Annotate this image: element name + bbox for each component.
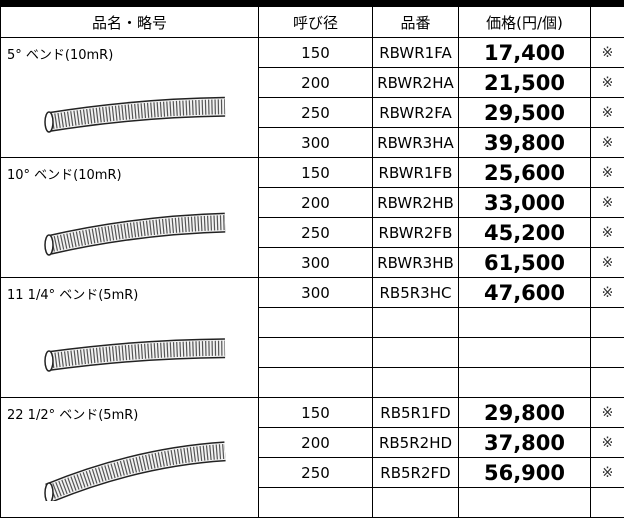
- price-cell: 47,600: [458, 277, 591, 308]
- price-cell: 61,500: [458, 247, 591, 278]
- price-cell: [458, 367, 591, 398]
- price-cell: 29,500: [458, 97, 591, 128]
- pipe-illustration: [44, 338, 226, 372]
- code-cell: RBWR2HB: [372, 187, 459, 218]
- table-row: 250 RBWR2FA 29,500 ※: [1, 97, 624, 128]
- header-cell: 品番: [372, 6, 459, 38]
- product-name-cell: 22 1/2° ベンド(5mR): [0, 397, 259, 518]
- header-row: 品名・略号 呼び径 品番 価格(円/個): [0, 6, 624, 38]
- product-name-cell: 5° ベンド(10mR): [0, 37, 259, 158]
- code-cell: [372, 307, 459, 338]
- price-cell: 25,600: [458, 157, 591, 188]
- code-cell: RB5R2FD: [372, 457, 459, 488]
- price-cell: 39,800: [458, 127, 591, 158]
- note-cell: ※: [590, 457, 624, 488]
- table-row: 11 1/4° ベンド(5mR) 300 RB5R3HC 47,600 ※: [0, 277, 624, 398]
- size-cell: [258, 307, 373, 338]
- price-cell: [458, 337, 591, 368]
- table-row: 250 RB5R2FD 56,900 ※: [1, 457, 624, 488]
- price-cell: [458, 307, 591, 338]
- code-cell: RB5R3HC: [372, 277, 459, 308]
- table-row: 300 RBWR3HB 61,500 ※: [1, 247, 624, 278]
- size-cell: [258, 337, 373, 368]
- size-cell: 150: [258, 157, 373, 188]
- note-cell: ※: [590, 157, 624, 188]
- note-cell: [590, 487, 624, 518]
- code-cell: RBWR2FA: [372, 97, 459, 128]
- code-cell: [372, 337, 459, 368]
- note-cell: ※: [590, 397, 624, 428]
- note-cell: ※: [590, 97, 624, 128]
- code-cell: RBWR2FB: [372, 217, 459, 248]
- header-cell: 呼び径: [258, 6, 373, 38]
- size-cell: 150: [258, 397, 373, 428]
- price-cell: 33,000: [458, 187, 591, 218]
- product-name-cell: 10° ベンド(10mR): [0, 157, 259, 278]
- price-cell: 17,400: [458, 37, 591, 68]
- price-cell: 56,900: [458, 457, 591, 488]
- table-row: [1, 487, 624, 518]
- table-row: [1, 307, 624, 338]
- price-cell: 21,500: [458, 67, 591, 98]
- price-cell: [458, 487, 591, 518]
- table-row: [1, 367, 624, 398]
- size-cell: 300: [258, 247, 373, 278]
- note-cell: ※: [590, 37, 624, 68]
- note-cell: ※: [590, 247, 624, 278]
- pipe-illustration: [44, 441, 226, 501]
- code-cell: [372, 487, 459, 518]
- size-cell: 200: [258, 427, 373, 458]
- size-cell: 200: [258, 187, 373, 218]
- table-row: 10° ベンド(10mR) 150 RBWR1FB 25,600 ※: [0, 157, 624, 278]
- pipe-illustration: [44, 212, 226, 256]
- note-cell: [590, 367, 624, 398]
- note-cell: ※: [590, 127, 624, 158]
- size-cell: 150: [258, 37, 373, 68]
- table-row: 22 1/2° ベンド(5mR) 150 RB5R1FD 29,800 ※: [0, 397, 624, 518]
- code-cell: RBWR3HA: [372, 127, 459, 158]
- table-row: 300 RBWR3HA 39,800 ※: [1, 127, 624, 158]
- price-table: 品名・略号 呼び径 品番 価格(円/個) 5° ベンド(10mR) 150 RBWR…: [0, 6, 624, 518]
- note-cell: ※: [590, 67, 624, 98]
- note-cell: ※: [590, 187, 624, 218]
- header-cell: [590, 6, 624, 38]
- header-cell: 品名・略号: [0, 6, 259, 38]
- size-cell: 250: [258, 457, 373, 488]
- code-cell: RB5R1FD: [372, 397, 459, 428]
- size-cell: [258, 367, 373, 398]
- product-name-cell: 11 1/4° ベンド(5mR): [0, 277, 259, 398]
- note-cell: [590, 307, 624, 338]
- product-name: 22 1/2° ベンド(5mR): [7, 408, 139, 423]
- price-cell: 45,200: [458, 217, 591, 248]
- code-cell: RBWR1FB: [372, 157, 459, 188]
- note-cell: ※: [590, 217, 624, 248]
- note-cell: ※: [590, 277, 624, 308]
- table-row: 5° ベンド(10mR) 150 RBWR1FA 17,400 ※: [0, 37, 624, 158]
- size-cell: 300: [258, 277, 373, 308]
- code-cell: RBWR3HB: [372, 247, 459, 278]
- size-cell: 200: [258, 67, 373, 98]
- note-cell: ※: [590, 427, 624, 458]
- size-cell: 300: [258, 127, 373, 158]
- note-cell: [590, 337, 624, 368]
- size-cell: 250: [258, 97, 373, 128]
- code-cell: RBWR2HA: [372, 67, 459, 98]
- table-row: 200 RBWR2HB 33,000 ※: [1, 187, 624, 218]
- code-cell: RBWR1FA: [372, 37, 459, 68]
- code-cell: RB5R2HD: [372, 427, 459, 458]
- pipe-illustration: [44, 96, 226, 133]
- price-cell: 37,800: [458, 427, 591, 458]
- table-row: 200 RB5R2HD 37,800 ※: [1, 427, 624, 458]
- table-row: 250 RBWR2FB 45,200 ※: [1, 217, 624, 248]
- product-name: 11 1/4° ベンド(5mR): [7, 288, 139, 303]
- product-name: 10° ベンド(10mR): [7, 168, 122, 183]
- price-cell: 29,800: [458, 397, 591, 428]
- product-name: 5° ベンド(10mR): [7, 48, 114, 63]
- code-cell: [372, 367, 459, 398]
- size-cell: 250: [258, 217, 373, 248]
- header-cell: 価格(円/個): [458, 6, 591, 38]
- table-row: 200 RBWR2HA 21,500 ※: [1, 67, 624, 98]
- size-cell: [258, 487, 373, 518]
